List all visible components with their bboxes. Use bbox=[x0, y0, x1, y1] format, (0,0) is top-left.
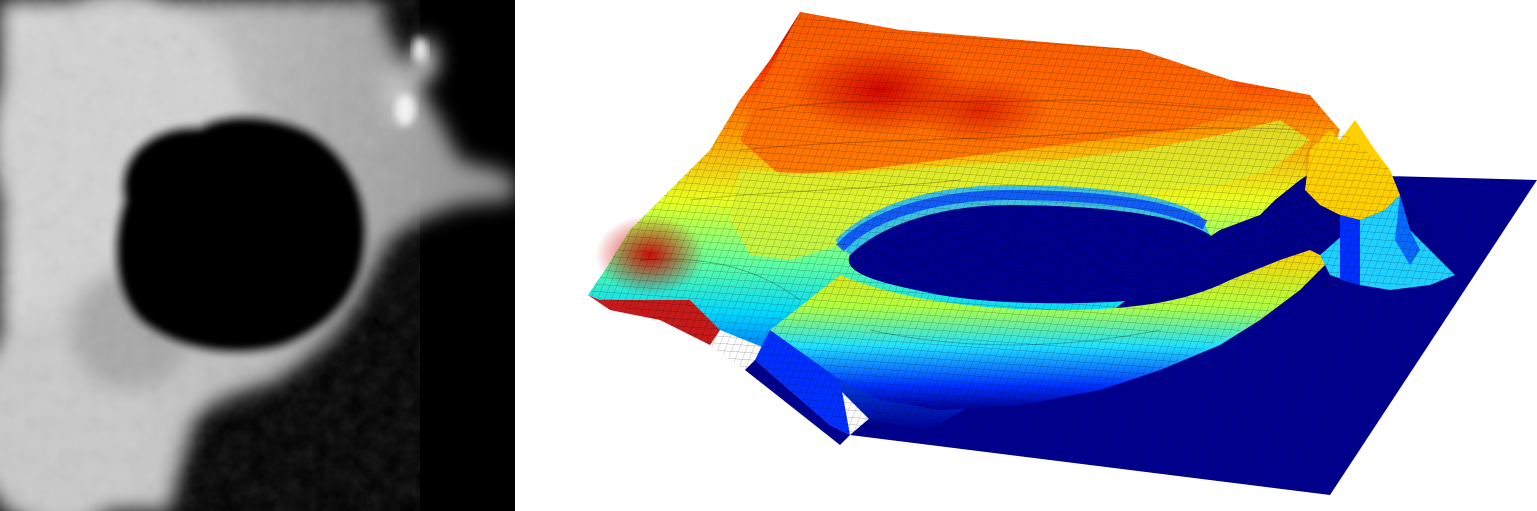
surface-body bbox=[588, 12, 1455, 445]
grayscale-image-panel bbox=[0, 0, 515, 511]
surface-contours bbox=[639, 99, 1301, 346]
dark-hole bbox=[114, 115, 368, 354]
grayscale-image bbox=[0, 0, 515, 511]
surface-plot-panel bbox=[540, 0, 1537, 511]
surface-plot bbox=[588, 12, 1537, 495]
